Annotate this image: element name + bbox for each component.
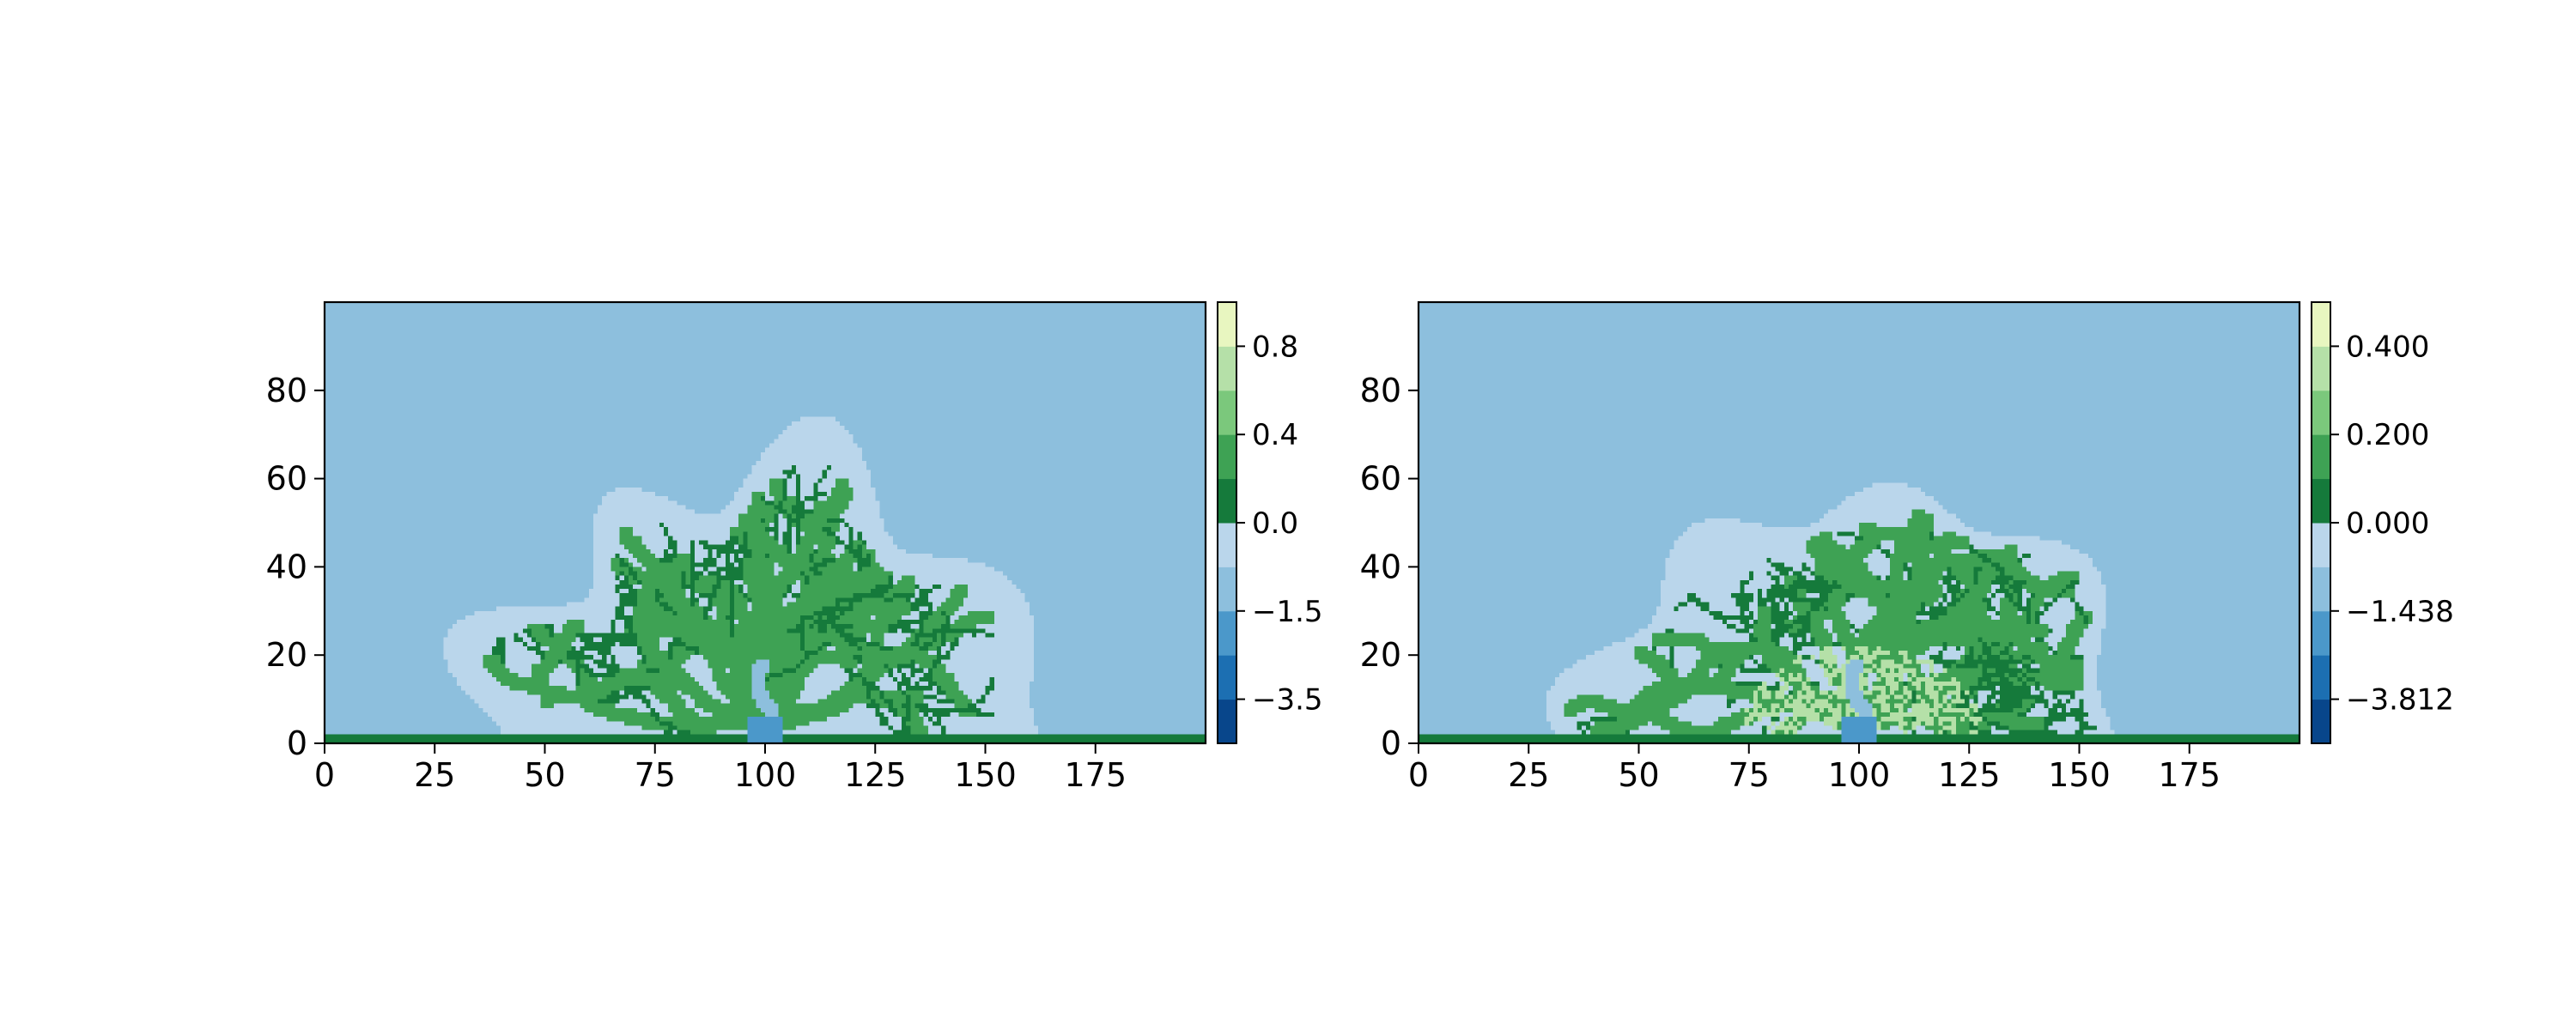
x-tick-label: 150 [954, 756, 1017, 794]
colorbar-segment [2312, 655, 2330, 700]
colorbar-segment [2312, 302, 2330, 347]
x-tick-label: 50 [524, 756, 565, 794]
colorbar-segment [2312, 346, 2330, 391]
x-tick-label: 25 [1508, 756, 1549, 794]
y-tick-label: 20 [1360, 636, 1401, 674]
colorbar-tick-label: −3.5 [1252, 683, 1323, 718]
colorbar-segment [1218, 523, 1236, 567]
colorbar-tick-label: 0.4 [1252, 418, 1298, 452]
y-tick-label: 40 [1360, 548, 1401, 585]
colorbar-tick-label: 0.400 [2346, 330, 2429, 364]
y-tick-label: 0 [287, 724, 307, 762]
y-tick-label: 60 [1360, 460, 1401, 498]
colorbar-tick-label: −1.5 [1252, 595, 1323, 629]
y-tick-label: 60 [266, 460, 307, 498]
colorbar-segment [2312, 478, 2330, 524]
colorbar-segment [1218, 478, 1236, 524]
colorbar-segment [2312, 610, 2330, 656]
x-tick-label: 0 [1408, 756, 1429, 794]
colorbar-tick-label: 0.000 [2346, 506, 2429, 541]
y-tick-label: 20 [266, 636, 307, 674]
colorbar-segment [1218, 390, 1236, 435]
x-tick-label: 125 [1938, 756, 2001, 794]
x-tick-label: 100 [734, 756, 797, 794]
heatmap-panel-right: 0 25 50 75 100 125 150 175 0 20 40 60 80 −3.812 −1.438… [1360, 300, 2454, 794]
heatmap-panel-left: 0 25 50 75 100 125 150 175 0 20 40 60 80 −3.5 −1.5 0.0 0… [266, 300, 1323, 794]
colorbar-segment [1218, 655, 1236, 700]
y-tick-label: 40 [266, 548, 307, 585]
colorbar-segment [1218, 610, 1236, 656]
x-tick-label: 175 [2158, 756, 2221, 794]
colorbar-segment [2312, 566, 2330, 612]
colorbar-tick-label: −3.812 [2346, 683, 2454, 718]
colorbar-tick-label: 0.200 [2346, 418, 2429, 452]
x-tick-label: 125 [844, 756, 907, 794]
colorbar-segment [1218, 346, 1236, 391]
x-tick-label: 100 [1828, 756, 1891, 794]
y-tick-label: 80 [266, 372, 307, 409]
colorbar-segment [1218, 302, 1236, 347]
x-tick-label: 75 [1728, 756, 1770, 794]
heatmap-image [1419, 302, 2300, 743]
colorbar-segment [2312, 699, 2330, 744]
colorbar-tick-label: 0.8 [1252, 330, 1298, 364]
x-tick-label: 150 [2048, 756, 2111, 794]
x-tick-label: 25 [414, 756, 455, 794]
colorbar-segment [1218, 699, 1236, 744]
colorbar-segment [1218, 434, 1236, 480]
colorbar-segment [1218, 566, 1236, 612]
colorbar-tick-label: 0.0 [1252, 506, 1298, 541]
colorbar-segment [2312, 523, 2330, 567]
y-tick-label: 0 [1381, 724, 1401, 762]
x-tick-label: 50 [1618, 756, 1659, 794]
x-tick-label: 175 [1064, 756, 1127, 794]
x-tick-label: 75 [635, 756, 676, 794]
colorbar-segment [2312, 390, 2330, 435]
colorbar-segment [2312, 434, 2330, 480]
colorbar-tick-label: −1.438 [2346, 595, 2454, 629]
x-tick-label: 0 [314, 756, 335, 794]
heatmap-image [325, 302, 1206, 743]
y-tick-label: 80 [1360, 372, 1401, 409]
